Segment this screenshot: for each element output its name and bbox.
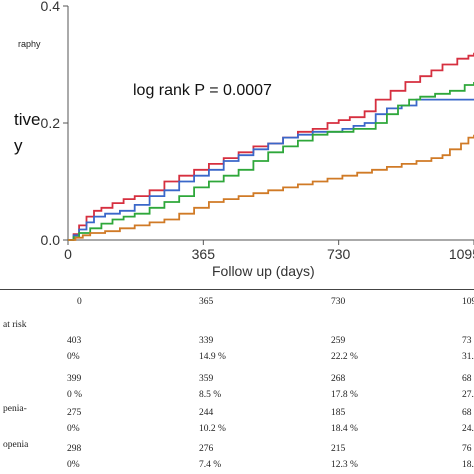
table-header-cell: 365 [199,297,214,307]
table-count-cell: 68 [462,374,472,384]
table-count-cell: 275 [67,408,82,418]
y-tick-label: 0.4 [41,0,61,14]
series-line-4 [68,134,474,241]
table-count-cell: 298 [67,444,82,454]
table-row-label: openia [3,440,29,450]
table-count-cell: 339 [199,336,214,346]
table-count-cell: 73 [462,336,472,346]
series-line-2 [68,98,474,241]
x-tick-label: 365 [192,246,216,262]
table-count-cell: 185 [331,408,346,418]
table-percent-cell: 0 % [67,390,83,400]
table-count-cell: 76 [462,444,472,454]
table-percent-cell: 14.9 % [199,352,226,362]
table-count-cell: 215 [331,444,346,454]
tick-labels: 0 365 730 1095 0.0 0.2 0.4 [41,0,474,262]
table-percent-cell: 0% [67,460,80,470]
table-percent-cell: 10.2 % [199,424,226,434]
table-count-cell: 268 [331,374,346,384]
legend-fragment: raphy [18,39,41,49]
table-percent-cell: 8.5 % [199,390,222,400]
table-count-cell: 276 [199,444,214,454]
table-percent-cell: 22.2 % [331,352,358,362]
table-percent-cell: 27.2 [462,390,474,400]
x-axis-title: Follow up (days) [212,263,315,279]
y-tick-label: 0.2 [41,115,61,131]
x-tick-label: 1095 [449,246,474,262]
series-line-1 [68,52,474,241]
table-percent-cell: 0% [67,424,80,434]
table-title-fragment: at risk [3,320,27,330]
side-label-fragment-1: tive [14,110,40,129]
table-percent-cell: 18.4 % [331,424,358,434]
table-percent-cell: 17.8 % [331,390,358,400]
series-group [68,52,474,241]
table-count-cell: 359 [199,374,214,384]
table-percent-cell: 31.8 [462,352,474,362]
table-count-cell: 259 [331,336,346,346]
series-line-3 [68,82,474,241]
table-count-cell: 244 [199,408,214,418]
table-row-label: penia- [3,404,27,414]
plot-axes [63,5,474,245]
table-percent-cell: 12.3 % [331,460,358,470]
table-percent-cell: 7.4 % [199,460,222,470]
table-percent-cell: 0% [67,352,80,362]
x-tick-label: 0 [64,246,72,262]
table-header-cell: 730 [331,297,346,307]
table-header-cell: 0 [77,297,82,307]
log-rank-annotation: log rank P = 0.0007 [133,82,272,99]
table-percent-cell: 18.2 [462,460,474,470]
table-divider [0,289,474,290]
table-count-cell: 403 [67,336,82,346]
table-count-cell: 68 [462,408,472,418]
x-tick-label: 730 [327,246,351,262]
side-label-fragment-2: y [14,136,23,155]
y-tick-label: 0.0 [41,232,61,248]
table-percent-cell: 24.2 [462,424,474,434]
table-count-cell: 399 [67,374,82,384]
